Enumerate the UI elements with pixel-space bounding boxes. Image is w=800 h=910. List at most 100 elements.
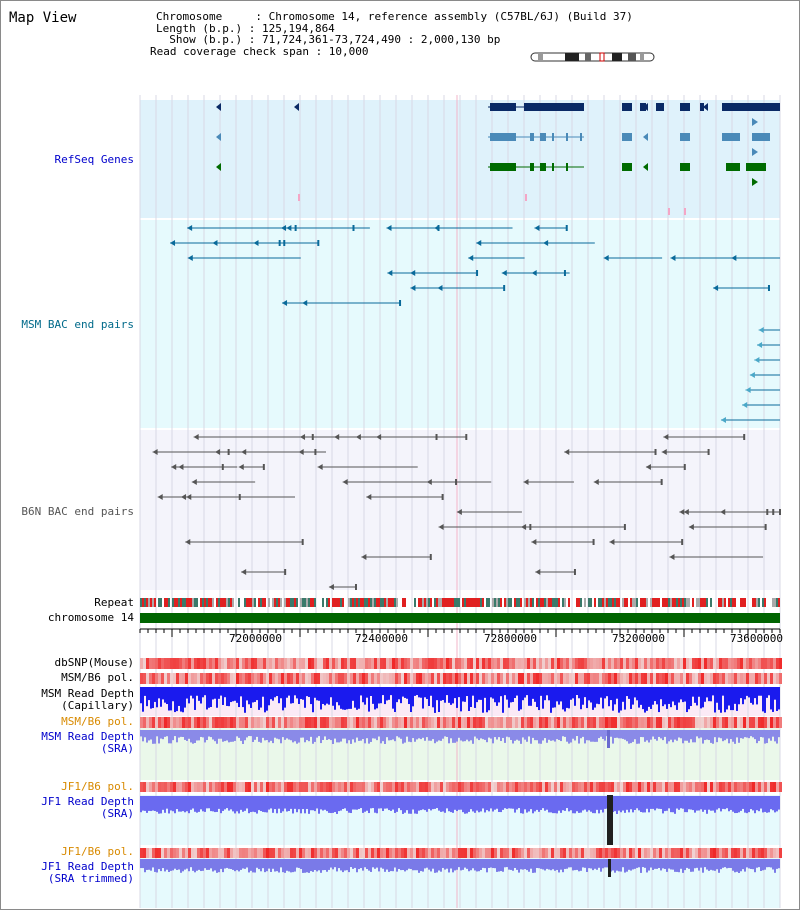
jf1-sra-depth-bar (382, 796, 384, 812)
dbsnp-density-cell (539, 658, 542, 669)
dbsnp-density-cell (503, 658, 506, 669)
b6n-bac-end-marker (178, 464, 184, 470)
msm-b6-pol-cell (197, 673, 200, 684)
repeat-element (520, 598, 522, 607)
msm-sra-depth-bar (464, 730, 466, 742)
msm-b6-pol-cell (305, 717, 308, 728)
jf1-sra-depth-bar (582, 796, 584, 811)
dbsnp-density-cell (692, 658, 695, 669)
msm-sra-depth-bar (506, 730, 508, 737)
dbsnp-density-cell (380, 658, 383, 669)
jf1-trim-depth-bar (702, 859, 704, 873)
jf1-sra-depth-bar (778, 796, 780, 810)
msm-sra-depth-bar (182, 730, 184, 737)
jf1-sra-depth-bar (406, 796, 408, 811)
repeat-element (704, 598, 706, 607)
msm-sra-depth-bar (420, 730, 422, 740)
jf1-b6-pol-cell (215, 782, 218, 792)
label-msm-read-depth-capillary[interactable]: MSM Read Depth (Capillary) (41, 687, 134, 712)
label-jf1-read-depth-sra[interactable]: JF1 Read Depth (SRA) (41, 795, 134, 820)
msm-sra-depth-bar (312, 730, 314, 744)
capillary-depth-bar (454, 687, 456, 699)
jf1-b6-pol-cell (224, 848, 227, 858)
dbsnp-density-cell (767, 658, 770, 669)
label-msm-bac-end-pairs[interactable]: MSM BAC end pairs (21, 318, 134, 331)
repeat-element (250, 598, 252, 607)
chromosome-ideogram[interactable] (530, 52, 655, 62)
repeat-element (220, 598, 222, 607)
repeat-element (762, 598, 764, 607)
jf1-trim-depth-bar (328, 859, 330, 870)
jf1-trim-depth-bar (672, 859, 674, 870)
msm-b6-pol-cell (551, 717, 554, 728)
label-b6n-bac-end-pairs[interactable]: B6N BAC end pairs (21, 505, 134, 518)
jf1-sra-depth-bar (628, 796, 630, 813)
jf1-trim-depth-bar (680, 859, 682, 869)
label-dbsnp[interactable]: dbSNP(Mouse) (54, 656, 134, 669)
dbsnp-density-cell (365, 658, 368, 669)
msm-bac-end-marker (767, 285, 770, 291)
repeat-element (144, 598, 146, 607)
jf1-b6-pol-cell (410, 848, 413, 858)
jf1-trim-depth-bar (542, 859, 544, 870)
msm-sra-depth-bar (584, 730, 586, 744)
label-msm-b6-pol-1[interactable]: MSM/B6 pol. (61, 671, 134, 684)
jf1-trim-depth-bar (280, 859, 282, 868)
label-jf1-b6-pol-2[interactable]: JF1/B6 pol. (61, 845, 134, 858)
repeat-element (486, 598, 488, 607)
jf1-trim-depth-bar (174, 859, 176, 869)
repeat-element (664, 598, 666, 607)
jf1-trim-depth-bar (492, 859, 494, 869)
label-refseq-genes[interactable]: RefSeq Genes (54, 153, 134, 166)
label-jf1-b6-pol-1[interactable]: JF1/B6 pol. (61, 780, 134, 793)
capillary-depth-bar (196, 687, 198, 696)
jf1-b6-pol-cell (344, 782, 347, 792)
dbsnp-density-cell (377, 658, 380, 669)
repeat-element (676, 598, 678, 607)
msm-b6-pol-cell (317, 673, 320, 684)
capillary-depth-bar (254, 687, 256, 702)
label-jf1-read-depth-trimmed[interactable]: JF1 Read Depth (SRA trimmed) (41, 860, 134, 885)
capillary-depth-bar (556, 687, 558, 702)
capillary-depth-bar (394, 687, 396, 713)
jf1-b6-pol-cell (779, 782, 782, 792)
jf1-sra-depth-bar (484, 796, 486, 813)
jf1-sra-depth-bar (312, 796, 314, 811)
msm-b6-pol-cell (710, 717, 713, 728)
repeat-element (776, 598, 778, 607)
jf1-trim-depth-bar (454, 859, 456, 871)
capillary-depth-bar (404, 687, 406, 698)
jf1-trim-depth-bar (468, 859, 470, 872)
repeat-element (554, 598, 556, 607)
label-msm-b6-pol-2[interactable]: MSM/B6 pol. (61, 715, 134, 728)
jf1-trim-depth-bar (656, 859, 658, 869)
msm-sra-depth-bar (588, 730, 590, 741)
msm-b6-pol-cell (500, 717, 503, 728)
dbsnp-density-cell (704, 658, 707, 669)
repeat-element (622, 598, 624, 607)
jf1-b6-pol-cell (359, 848, 362, 858)
msm-b6-pol-cell (176, 673, 179, 684)
capillary-depth-bar (400, 687, 402, 704)
msm-b6-pol-cell (158, 717, 161, 728)
msm-sra-depth-bar (168, 730, 170, 744)
msm-sra-depth-bar (408, 730, 410, 742)
jf1-b6-pol-cell (623, 848, 626, 858)
msm-b6-pol-cell (227, 673, 230, 684)
msm-b6-pol-cell (770, 717, 773, 728)
msm-b6-pol-cell (779, 673, 782, 684)
msm-b6-pol-cell (698, 717, 701, 728)
capillary-depth-bar (514, 687, 516, 699)
gene-strand-arrow (733, 133, 738, 141)
msm-sra-depth-bar (592, 730, 594, 742)
jf1-b6-pol-cell (659, 848, 662, 858)
jf1-sra-depth-bar (496, 796, 498, 809)
jf1-b6-pol-cell (485, 782, 488, 792)
jf1-sra-depth-bar (556, 796, 558, 814)
label-msm-read-depth-sra[interactable]: MSM Read Depth (SRA) (41, 730, 134, 755)
jf1-sra-depth-bar (510, 796, 512, 809)
jf1-sra-depth-bar (698, 796, 700, 811)
jf1-trim-depth-bar (494, 859, 496, 869)
msm-sra-depth-bar (400, 730, 402, 739)
